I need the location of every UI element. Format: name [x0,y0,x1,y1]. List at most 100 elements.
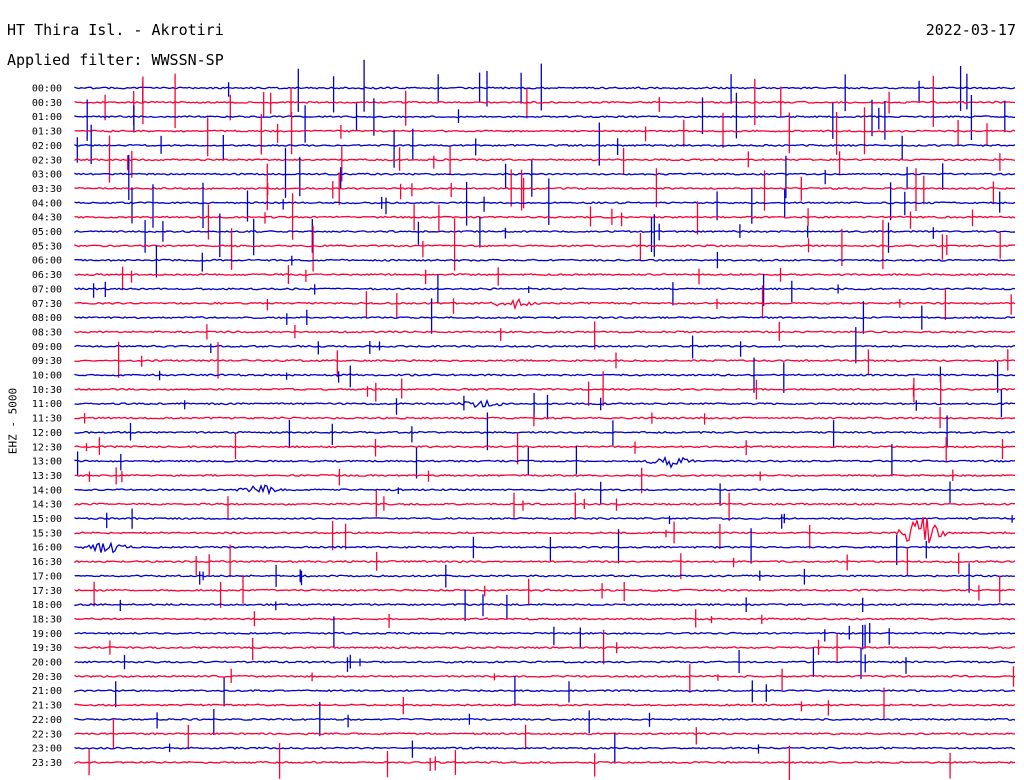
trace-row [74,389,1016,419]
trace-row [74,163,1016,211]
time-label: 13:00 [32,457,62,468]
trace-row [74,122,1016,168]
trace-row [74,432,1016,465]
time-label: 14:30 [32,500,62,511]
trace-row [74,664,1016,693]
trace-row [74,107,1016,157]
trace-row [74,407,1016,429]
time-label: 00:30 [32,98,62,109]
trace-row [74,743,1016,780]
time-label: 21:30 [32,701,62,712]
time-label: 11:30 [32,414,62,425]
time-label: 06:00 [32,256,62,267]
trace-row [74,444,1016,479]
time-label: 09:00 [32,342,62,353]
time-label: 20:00 [32,658,62,669]
trace-row [74,589,1016,621]
time-label: 18:00 [32,600,62,611]
time-label: 05:30 [32,241,62,252]
trace-row [74,481,1016,506]
time-label: 03:00 [32,170,62,181]
time-label: 01:00 [32,112,62,123]
time-label: 03:30 [32,184,62,195]
time-label: 22:30 [32,729,62,740]
time-label: 04:30 [32,213,62,224]
time-label: 21:00 [32,686,62,697]
date-label: 2022-03-17 [925,21,1016,39]
trace-row [74,285,1016,320]
time-label: 09:30 [32,356,62,367]
time-label: 23:00 [32,744,62,755]
trace-rows [74,59,1016,780]
time-label: 00:00 [32,84,62,95]
time-label: 18:30 [32,614,62,625]
trace-row [74,321,1016,350]
trace-row [74,508,1016,529]
filter-label: Applied filter: WWSSN-SP [7,51,224,69]
trace-row [74,135,1016,183]
time-label: 19:30 [32,643,62,654]
time-label: 17:00 [32,571,62,582]
trace-row [74,574,1016,608]
trace-row [74,490,1016,521]
time-label: 20:30 [32,672,62,683]
trace-row [74,59,1016,113]
trace-row [74,73,1016,129]
trace-row [74,733,1016,763]
trace-row [74,298,1016,334]
trace-row [74,412,1016,451]
time-label: 07:30 [32,299,62,310]
trace-row [74,629,1016,665]
time-label: 14:00 [32,485,62,496]
trace-row [74,327,1016,364]
time-label: 02:00 [32,141,62,152]
trace-row [74,467,1016,494]
time-label: 02:30 [32,155,62,166]
trace-row [74,357,1016,393]
time-label: 10:00 [32,371,62,382]
trace-row [74,616,1016,650]
trace-row [74,245,1016,278]
trace-row [74,609,1016,628]
time-label: 10:30 [32,385,62,396]
trace-row [74,676,1016,708]
time-label: 19:00 [32,629,62,640]
time-label: 13:30 [32,471,62,482]
time-label: 17:30 [32,586,62,597]
time-label: 06:30 [32,270,62,281]
trace-row [74,218,1016,272]
trace-row [74,687,1016,720]
time-label: 12:00 [32,428,62,439]
trace-row [74,265,1016,291]
trace-row [74,647,1016,680]
trace-row [74,147,1016,200]
time-label: 15:30 [32,528,62,539]
time-label: 01:30 [32,127,62,138]
time-label: 04:00 [32,198,62,209]
time-labels: 00:00 00:30 01:00 01:30 02:00 02:30 03:00 03:30… [32,84,62,769]
trace-row [74,701,1016,737]
time-label: 05:00 [32,227,62,238]
time-label: 07:00 [32,284,62,295]
time-label: 16:30 [32,557,62,568]
time-label: 15:00 [32,514,62,525]
trace-row [74,273,1016,307]
time-label: 08:30 [32,327,62,338]
trace-row [74,341,1016,379]
trace-row [74,544,1016,579]
trace-row [74,718,1016,750]
trace-row [74,528,1016,565]
time-label: 11:00 [32,399,62,410]
trace-row [74,563,1016,593]
trace-row [74,213,1016,258]
time-label: 16:00 [32,543,62,554]
time-label: 22:00 [32,715,62,726]
time-label: 23:30 [32,758,62,769]
trace-row [74,92,1016,143]
time-label: 08:00 [32,313,62,324]
time-label: 12:30 [32,442,62,453]
station-title: HT Thira Isl. - Akrotiri [7,21,224,39]
trace-row [74,371,1016,406]
trace-row [74,178,1016,228]
